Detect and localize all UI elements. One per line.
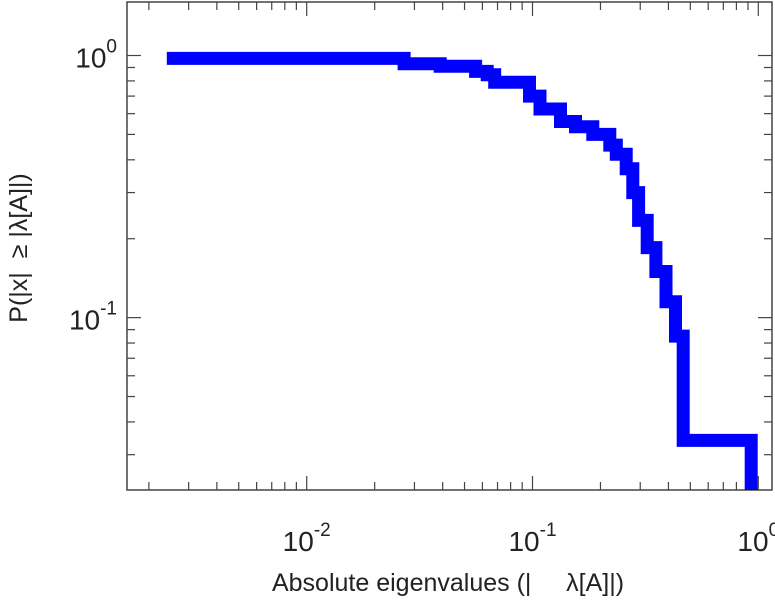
y-axis-label: P(|x| ≥ |λ[A]|): [5, 173, 33, 322]
axis-ticks: [127, 2, 772, 490]
y-tick-label: 10-1: [69, 299, 117, 336]
x-tick-label: 10-2: [283, 520, 331, 557]
x-tick-label: 100: [737, 520, 775, 557]
series-line-0: [166, 51, 758, 490]
x-tick-label: 10-1: [508, 520, 556, 557]
plot-frame: [126, 1, 773, 491]
tick-labels: 10-2 10-1 100 10-1 100: [69, 37, 775, 557]
x-axis-label: Absolute eigenvalues (| λ[A]|): [272, 569, 624, 597]
y-tick-label: 100: [75, 37, 117, 74]
